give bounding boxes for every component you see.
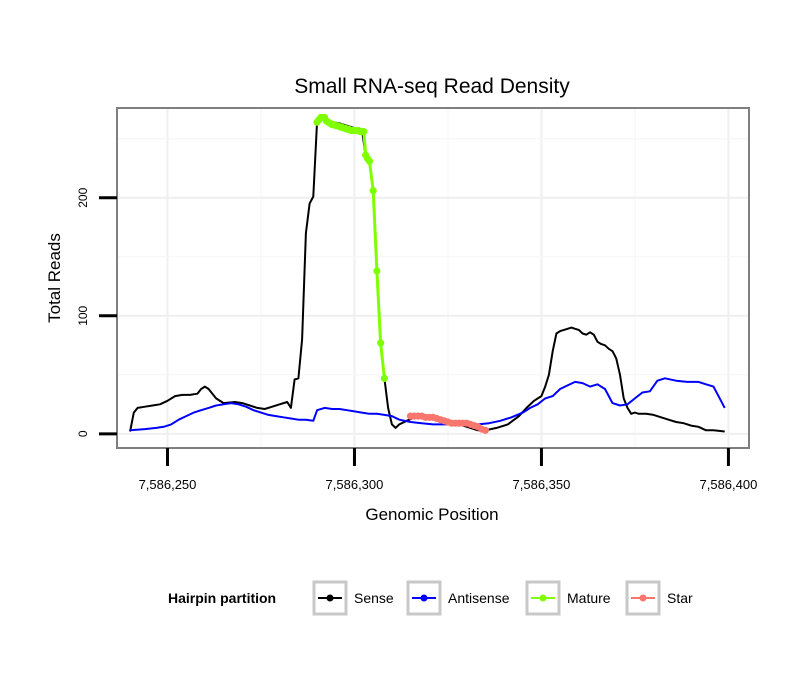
grid-lines xyxy=(117,108,749,448)
legend-items: Sense Antisense Mature Star xyxy=(312,580,693,616)
legend-key-point-antisense xyxy=(420,594,428,602)
chart-title: Small RNA-seq Read Density xyxy=(294,75,570,98)
star-point xyxy=(481,426,489,434)
y-axis: 0 100 200 xyxy=(76,187,117,437)
legend-title: Hairpin partition xyxy=(168,590,276,606)
x-tick-label: 7,586,350 xyxy=(513,477,571,492)
y-tick-label: 200 xyxy=(76,187,90,207)
mature-point xyxy=(365,157,374,165)
mature-point xyxy=(377,339,385,347)
mature-point xyxy=(380,374,388,382)
x-axis-title: Genomic Position xyxy=(365,505,498,524)
y-tick-label: 100 xyxy=(76,305,90,325)
x-axis: 7,586,250 7,586,300 7,586,350 7,586,400 xyxy=(139,448,758,492)
x-tick-label: 7,586,400 xyxy=(700,477,758,492)
x-tick-label: 7,586,300 xyxy=(326,477,384,492)
antisense-series-line xyxy=(130,377,726,432)
legend-key-point-sense xyxy=(326,594,334,602)
x-tick-label: 7,586,250 xyxy=(139,477,197,492)
legend-key-point-star xyxy=(639,594,647,602)
legend-label-sense: Sense xyxy=(354,590,394,606)
legend-key-point-mature xyxy=(539,594,547,602)
mature-point xyxy=(360,128,368,136)
legend: Hairpin partition Sense Antisense Mature St… xyxy=(168,580,693,616)
mature-point xyxy=(369,187,377,195)
plot-panel-border xyxy=(116,107,750,449)
y-axis-title: Total Reads xyxy=(45,233,64,323)
legend-label-star: Star xyxy=(667,590,693,606)
legend-label-mature: Mature xyxy=(567,590,611,606)
plot-panel xyxy=(117,108,749,448)
legend-label-antisense: Antisense xyxy=(448,590,510,606)
y-tick-label: 0 xyxy=(76,430,90,437)
series-layer xyxy=(129,113,726,434)
mature-point xyxy=(373,267,381,275)
